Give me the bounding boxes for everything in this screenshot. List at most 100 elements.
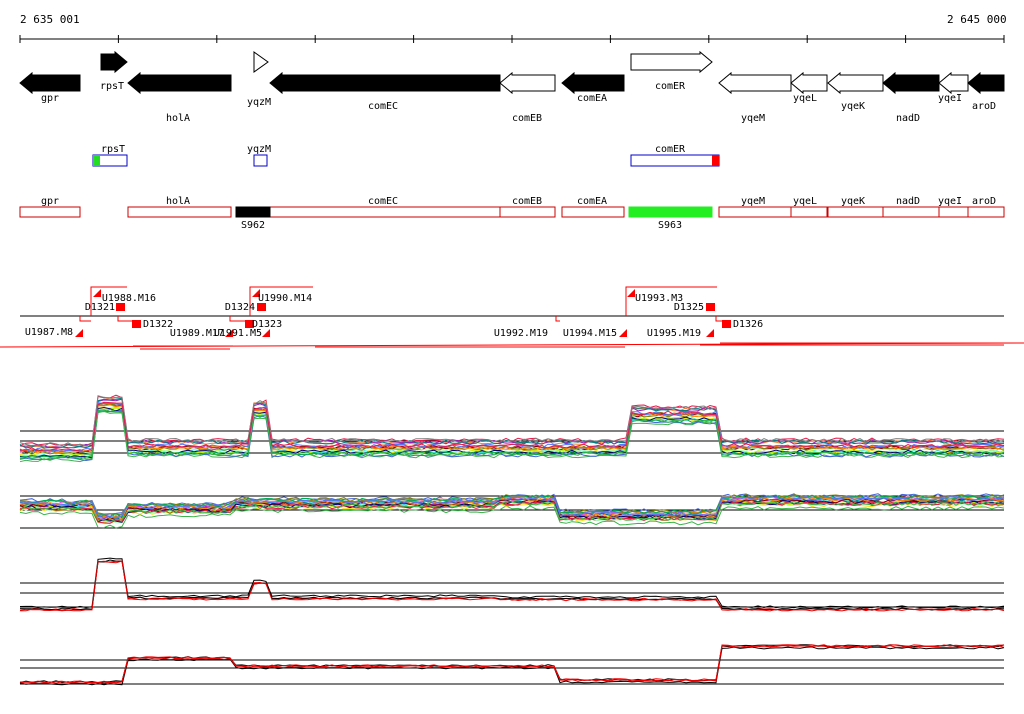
- segment-triangle: [627, 289, 635, 297]
- minus-box-aroD: aroD: [967, 196, 1005, 218]
- expression-profile-line: [19, 646, 1005, 686]
- gene-arrow: [253, 51, 269, 73]
- expression-profile-line: [19, 401, 1005, 452]
- gene-arrow: [630, 50, 713, 74]
- minus-box: [718, 206, 792, 218]
- minus-box-yqeM: yqeM: [718, 196, 792, 218]
- plus-box-label: yqzM: [247, 144, 271, 155]
- minus-box-label: comEC: [368, 196, 398, 207]
- gene-arrow: [790, 71, 828, 95]
- gene-label: holA: [166, 113, 190, 124]
- minus-box-yqeI: yqeI: [938, 196, 969, 218]
- signal-box-S962: S962: [235, 206, 271, 231]
- segment-step: [229, 316, 250, 322]
- expression-profile-line: [19, 644, 1005, 684]
- gene-yqzM: yqzM: [247, 51, 271, 108]
- segment-label: D1323: [252, 319, 282, 330]
- gene-comEC: comEC: [269, 71, 501, 112]
- segment-label: D1326: [733, 319, 763, 330]
- gene-arrow: [269, 71, 501, 95]
- expression-profile-line: [19, 404, 1005, 454]
- plus-box-comER: comER: [630, 144, 720, 167]
- gene-label: comEA: [577, 93, 607, 104]
- gene-label: yqeM: [741, 113, 765, 124]
- expression-profile-line: [19, 496, 1005, 519]
- minus-box: [938, 206, 969, 218]
- segment-step: [117, 316, 137, 322]
- minus-box: [561, 206, 625, 218]
- segment-label: U1987.M8: [25, 327, 73, 338]
- segment-marker: [257, 303, 266, 311]
- minus-box: [967, 206, 1005, 218]
- segment-step: [715, 316, 724, 322]
- gene-label: gpr: [41, 93, 59, 104]
- gene-yqeI: yqeI: [938, 71, 969, 104]
- gene-arrow: [827, 71, 884, 95]
- expression-profile-line: [19, 500, 1005, 523]
- minus-box-label: gpr: [41, 196, 59, 207]
- gene-comEB: comEB: [499, 71, 556, 124]
- gene-arrow: [938, 71, 969, 95]
- gene-arrow: [499, 71, 556, 95]
- minus-box-label: yqeL: [793, 196, 817, 207]
- minus-box-nadD: nadD: [882, 196, 940, 218]
- expression-profile-line: [19, 409, 1005, 462]
- gene-arrow: [882, 71, 940, 95]
- segment-marker: [706, 303, 715, 311]
- segment-label: U1991.M5: [214, 328, 262, 339]
- gene-gpr: gpr: [19, 71, 81, 104]
- plus-box-mark: [712, 155, 719, 166]
- gene-nadD: nadD: [882, 71, 940, 124]
- segment-marker: [116, 303, 125, 311]
- plus-box-rpsT: rpsT: [92, 144, 128, 167]
- minus-box-label: comEA: [577, 196, 607, 207]
- gene-track: gpr rpsT holA yqzM comEC comEB comEA comER yqeM y…: [19, 50, 1005, 124]
- gene-aroD: aroD: [967, 71, 1005, 112]
- coord-start-label: 2 635 001: [20, 13, 80, 26]
- gene-arrow: [718, 71, 792, 95]
- minus-box: [790, 206, 828, 218]
- gene-rpsT: rpsT: [100, 50, 128, 92]
- segment-step: [625, 286, 717, 316]
- minus-box-holA: holA: [127, 196, 232, 218]
- expression-profile-line: [19, 501, 1004, 524]
- expression-panel-3: [19, 557, 1005, 612]
- minus-box-comEA: comEA: [561, 196, 625, 218]
- expression-profile-line: [19, 406, 1005, 458]
- plus-box: [630, 154, 720, 167]
- minus-box-label: holA: [166, 196, 190, 207]
- expression-profile-line: [19, 560, 1005, 612]
- gene-arrow: [19, 71, 81, 95]
- gene-yqeM: yqeM: [718, 71, 792, 124]
- plus-box-mark: [93, 155, 100, 166]
- segment-triangle: [75, 329, 83, 337]
- segment-triangle: [93, 289, 101, 297]
- gene-holA: holA: [127, 71, 232, 124]
- minus-box-label: yqeK: [841, 196, 865, 207]
- segment-label: D1324: [225, 302, 255, 313]
- expression-panels: [19, 394, 1005, 686]
- gene-label: yqzM: [247, 97, 271, 108]
- segment-label: U1995.M19: [647, 328, 701, 339]
- segment-marker: [245, 320, 254, 328]
- expression-profile-line: [19, 408, 1005, 461]
- gene-arrow: [561, 71, 625, 95]
- segment-label: U1993.M3: [635, 293, 683, 304]
- segment-marker: [722, 320, 731, 328]
- minus-box-label: comEB: [512, 196, 542, 207]
- segment-triangle: [619, 329, 627, 337]
- gene-label: yqeK: [841, 101, 865, 112]
- plus-box-label: rpsT: [101, 144, 125, 155]
- minus-box: [882, 206, 940, 218]
- gene-label: nadD: [896, 113, 920, 124]
- signal-box-label: S963: [658, 220, 682, 231]
- minus-box: [499, 206, 556, 218]
- segment-triangle: [706, 329, 714, 337]
- expression-profile-line: [19, 394, 1005, 447]
- segment-step: [555, 316, 560, 322]
- segment-label: D1321: [85, 302, 115, 313]
- expression-profile-line: [19, 560, 1005, 611]
- gene-yqeK: yqeK: [827, 71, 884, 112]
- gene-label: comEB: [512, 113, 542, 124]
